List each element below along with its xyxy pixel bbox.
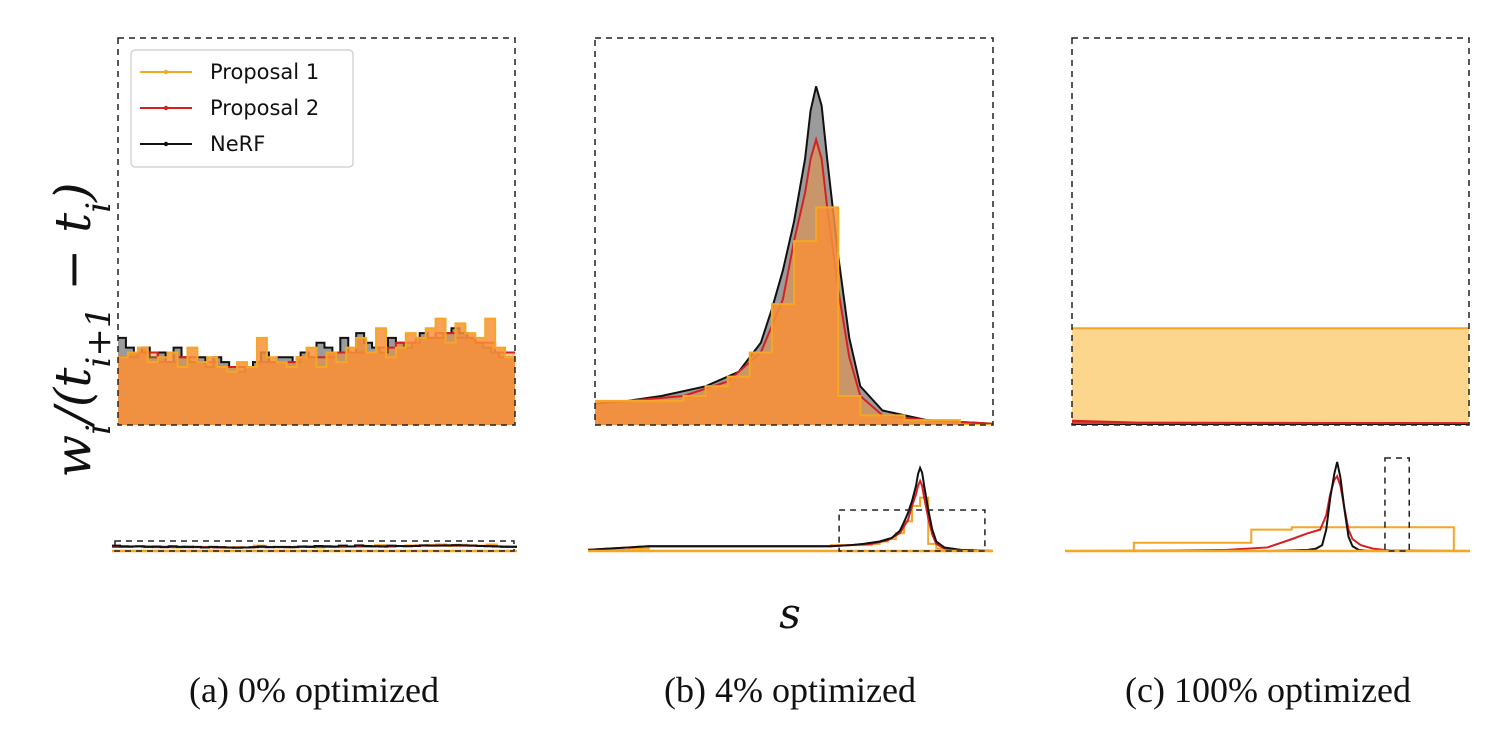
panel-1: (b) 4% optimized xyxy=(587,37,994,710)
panel-1-caption: (b) 4% optimized xyxy=(664,670,916,710)
panel-0-main-plot xyxy=(118,317,515,425)
panel-1-overview-nerf-line xyxy=(587,465,994,552)
legend-marker-proposal2 xyxy=(163,105,169,111)
legend-box xyxy=(130,49,354,168)
panel-2-overview-plot xyxy=(1064,457,1471,553)
panel-2-main-plot xyxy=(1072,327,1469,425)
panel-0-overview-nerf-line xyxy=(112,544,517,549)
y-axis-label: wi/(ti+1 − ti) xyxy=(44,182,119,477)
panel-0-overview-plot xyxy=(112,540,517,553)
panel-0-main-frame xyxy=(117,37,516,426)
panel-1-overview-proposal2-line xyxy=(587,478,994,552)
panel-1-zoom-window xyxy=(838,509,986,552)
panel-0-proposal1-area xyxy=(118,318,515,425)
panel-2-proposal1-area xyxy=(1072,328,1469,425)
x-axis-label: s xyxy=(779,589,801,638)
panels: (a) 0% optimized (b) 4% optimized (c) 100%… xyxy=(112,37,1471,710)
legend-label-proposal2: Proposal 2 xyxy=(210,96,319,120)
legend-marker-proposal1 xyxy=(163,69,169,75)
panel-0-proposal1-line xyxy=(118,317,515,373)
panel-1-overview-proposal1-line xyxy=(588,496,993,552)
legend-marker-nerf xyxy=(163,141,169,147)
panel-2: (c) 100% optimized xyxy=(1064,37,1471,710)
panel-1-overview-plot xyxy=(587,465,994,553)
panel-0-caption: (a) 0% optimized xyxy=(189,670,439,710)
panel-2-overview-proposal1-line xyxy=(1065,526,1470,552)
panel-1-proposal1-area xyxy=(595,207,993,425)
panel-2-main-frame xyxy=(1071,37,1470,426)
panel-1-main-plot xyxy=(595,86,993,425)
panel-0-zoom-window xyxy=(114,540,515,552)
panel-2-zoom-window xyxy=(1384,457,1410,552)
panel-0: (a) 0% optimized xyxy=(112,37,517,710)
panel-2-caption: (c) 100% optimized xyxy=(1125,670,1411,710)
panel-1-proposal1-line xyxy=(595,206,993,425)
legend: Proposal 1 Proposal 2 NeRF xyxy=(130,49,354,168)
legend-label-nerf: NeRF xyxy=(210,132,265,156)
panel-1-main-frame xyxy=(594,37,994,426)
legend-label-proposal1: Proposal 1 xyxy=(210,60,319,84)
